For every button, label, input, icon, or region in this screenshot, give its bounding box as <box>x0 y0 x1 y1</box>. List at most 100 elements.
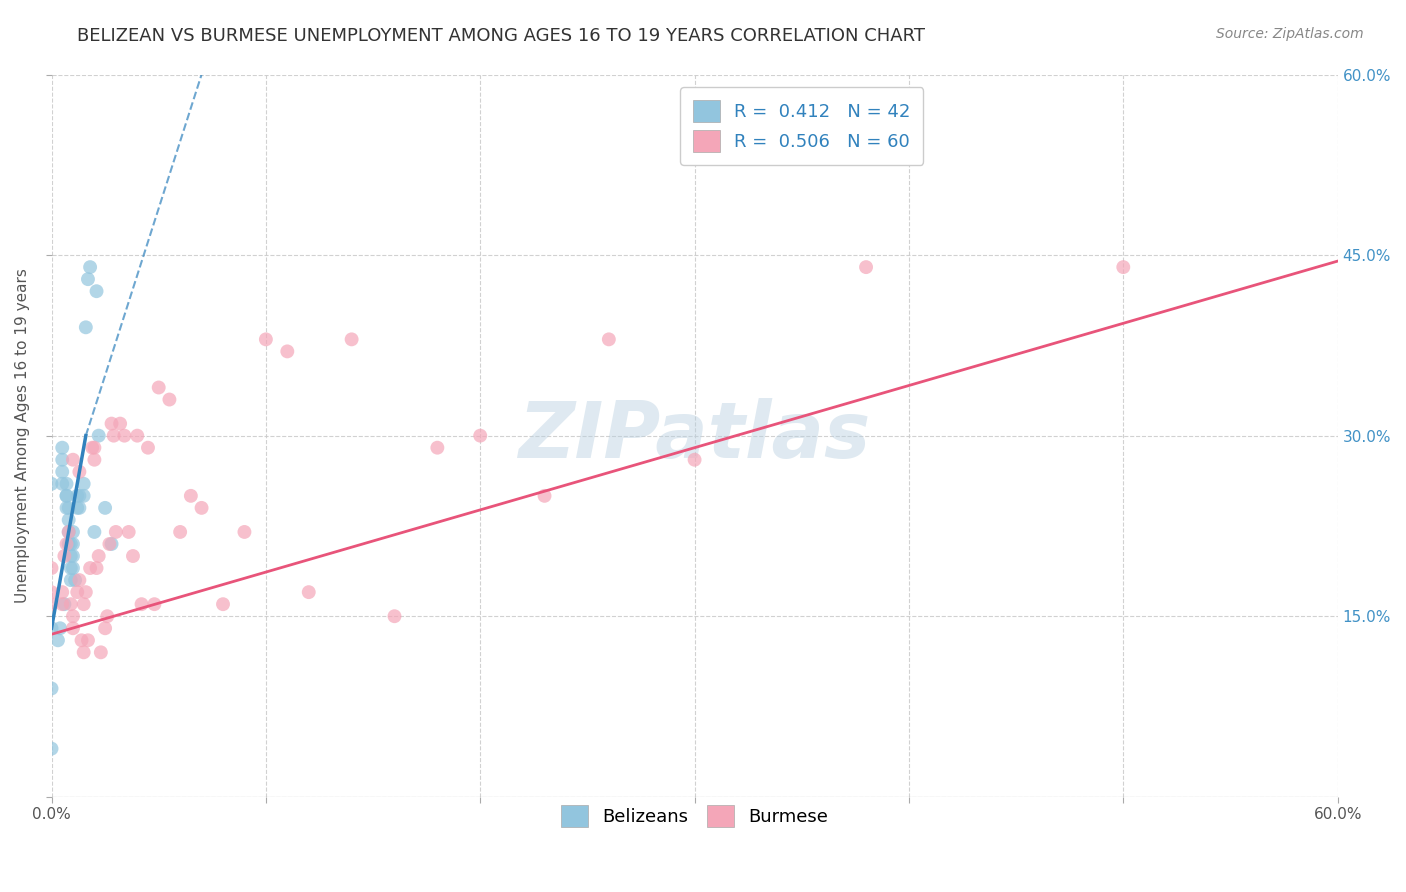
Point <box>212 597 235 611</box>
Point <box>148 380 170 394</box>
Point <box>104 524 127 539</box>
Point <box>100 417 122 431</box>
Point <box>94 500 117 515</box>
Point <box>58 524 80 539</box>
Point <box>533 489 555 503</box>
Point <box>51 441 73 455</box>
Point <box>41 585 63 599</box>
Point <box>66 585 89 599</box>
Point <box>73 489 96 503</box>
Point <box>62 621 84 635</box>
Point <box>51 585 73 599</box>
Point <box>180 489 202 503</box>
Point <box>426 441 449 455</box>
Point <box>384 609 406 624</box>
Legend: Belizeans, Burmese: Belizeans, Burmese <box>554 798 835 835</box>
Point <box>79 260 101 274</box>
Point <box>254 332 277 346</box>
Point <box>59 537 82 551</box>
Point <box>470 428 492 442</box>
Point <box>98 537 121 551</box>
Point <box>55 489 77 503</box>
Point <box>83 452 105 467</box>
Point <box>62 549 84 563</box>
Point <box>67 465 90 479</box>
Point <box>58 513 80 527</box>
Point <box>96 609 118 624</box>
Point <box>598 332 620 346</box>
Point <box>87 428 110 442</box>
Text: Source: ZipAtlas.com: Source: ZipAtlas.com <box>1216 27 1364 41</box>
Point <box>112 428 135 442</box>
Point <box>233 524 256 539</box>
Point <box>77 272 100 286</box>
Point <box>100 537 122 551</box>
Point <box>59 561 82 575</box>
Point <box>66 489 89 503</box>
Point <box>67 489 90 503</box>
Point <box>83 524 105 539</box>
Point <box>41 621 63 635</box>
Point <box>73 476 96 491</box>
Point <box>127 428 149 442</box>
Point <box>118 524 141 539</box>
Point <box>855 260 877 274</box>
Point <box>136 441 159 455</box>
Point <box>55 537 77 551</box>
Point <box>46 633 69 648</box>
Point <box>83 441 105 455</box>
Point <box>122 549 145 563</box>
Point <box>53 549 76 563</box>
Point <box>63 573 86 587</box>
Point <box>55 476 77 491</box>
Point <box>190 500 212 515</box>
Point <box>82 441 104 455</box>
Point <box>75 320 97 334</box>
Point <box>51 597 73 611</box>
Point <box>87 549 110 563</box>
Point <box>41 561 63 575</box>
Point <box>59 549 82 563</box>
Point <box>58 537 80 551</box>
Point <box>59 573 82 587</box>
Point <box>55 500 77 515</box>
Point <box>143 597 166 611</box>
Point <box>298 585 321 599</box>
Point <box>90 645 112 659</box>
Point <box>79 561 101 575</box>
Point <box>55 489 77 503</box>
Point <box>340 332 363 346</box>
Point <box>73 645 96 659</box>
Point <box>41 741 63 756</box>
Point <box>86 284 108 298</box>
Point <box>41 476 63 491</box>
Point <box>41 681 63 696</box>
Point <box>103 428 125 442</box>
Point <box>51 465 73 479</box>
Point <box>58 500 80 515</box>
Point <box>62 609 84 624</box>
Point <box>51 452 73 467</box>
Point <box>108 417 131 431</box>
Text: ZIPatlas: ZIPatlas <box>519 398 870 474</box>
Point <box>41 597 63 611</box>
Point <box>131 597 153 611</box>
Y-axis label: Unemployment Among Ages 16 to 19 years: Unemployment Among Ages 16 to 19 years <box>15 268 30 603</box>
Point <box>59 597 82 611</box>
Point <box>53 597 76 611</box>
Point <box>276 344 298 359</box>
Point <box>70 633 93 648</box>
Point <box>1112 260 1135 274</box>
Point <box>62 561 84 575</box>
Point <box>77 633 100 648</box>
Point <box>58 524 80 539</box>
Point <box>67 573 90 587</box>
Point <box>51 476 73 491</box>
Point <box>157 392 180 407</box>
Text: BELIZEAN VS BURMESE UNEMPLOYMENT AMONG AGES 16 TO 19 YEARS CORRELATION CHART: BELIZEAN VS BURMESE UNEMPLOYMENT AMONG A… <box>77 27 925 45</box>
Point <box>62 524 84 539</box>
Point <box>62 452 84 467</box>
Point <box>169 524 191 539</box>
Point <box>94 621 117 635</box>
Point <box>66 500 89 515</box>
